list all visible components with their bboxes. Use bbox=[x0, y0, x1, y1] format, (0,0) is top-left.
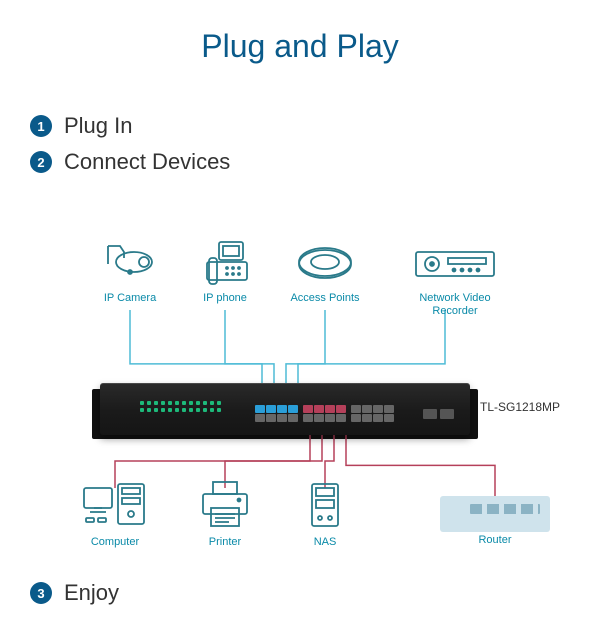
topology-diagram: IP Camera IP phone Access Points Networ bbox=[0, 238, 600, 578]
switch-ports bbox=[255, 405, 397, 422]
device-nvr: Network Video Recorder bbox=[400, 238, 510, 318]
device-ip-phone: IP phone bbox=[180, 238, 270, 305]
device-label: Computer bbox=[91, 536, 139, 549]
device-router: Router bbox=[450, 530, 540, 547]
step-number-2: 2 bbox=[30, 151, 52, 173]
device-label: NAS bbox=[314, 536, 337, 549]
nas-icon bbox=[300, 478, 350, 532]
device-label: Network Video Recorder bbox=[419, 292, 490, 318]
device-label: IP Camera bbox=[104, 292, 156, 305]
device-label: Printer bbox=[209, 536, 241, 549]
access-point-icon bbox=[293, 238, 357, 288]
device-label: Access Points bbox=[290, 292, 359, 305]
device-access-point: Access Points bbox=[280, 238, 370, 305]
network-switch bbox=[100, 383, 470, 435]
device-nas: NAS bbox=[280, 478, 370, 549]
printer-icon bbox=[195, 478, 255, 532]
nvr-icon bbox=[410, 238, 500, 288]
ip-phone-icon bbox=[195, 238, 255, 288]
computer-icon bbox=[80, 478, 150, 532]
step-label-1: Plug In bbox=[64, 113, 133, 139]
ip-camera-icon bbox=[100, 238, 160, 288]
device-ip-camera: IP Camera bbox=[85, 238, 175, 305]
step-1: 1 Plug In bbox=[30, 113, 600, 139]
device-label: IP phone bbox=[203, 292, 247, 305]
sfp-ports bbox=[423, 409, 454, 419]
device-computer: Computer bbox=[70, 478, 160, 549]
model-number: TL-SG1218MP bbox=[480, 400, 560, 414]
step-label-3: Enjoy bbox=[64, 580, 119, 606]
device-printer: Printer bbox=[180, 478, 270, 549]
step-2: 2 Connect Devices bbox=[30, 149, 600, 175]
device-label: Router bbox=[478, 534, 511, 547]
step-label-2: Connect Devices bbox=[64, 149, 230, 175]
switch-led-array bbox=[140, 401, 221, 412]
step-number-3: 3 bbox=[30, 582, 52, 604]
page-title: Plug and Play bbox=[0, 28, 600, 65]
step-number-1: 1 bbox=[30, 115, 52, 137]
router-icon bbox=[440, 496, 550, 532]
step-3: 3 Enjoy bbox=[30, 580, 119, 606]
